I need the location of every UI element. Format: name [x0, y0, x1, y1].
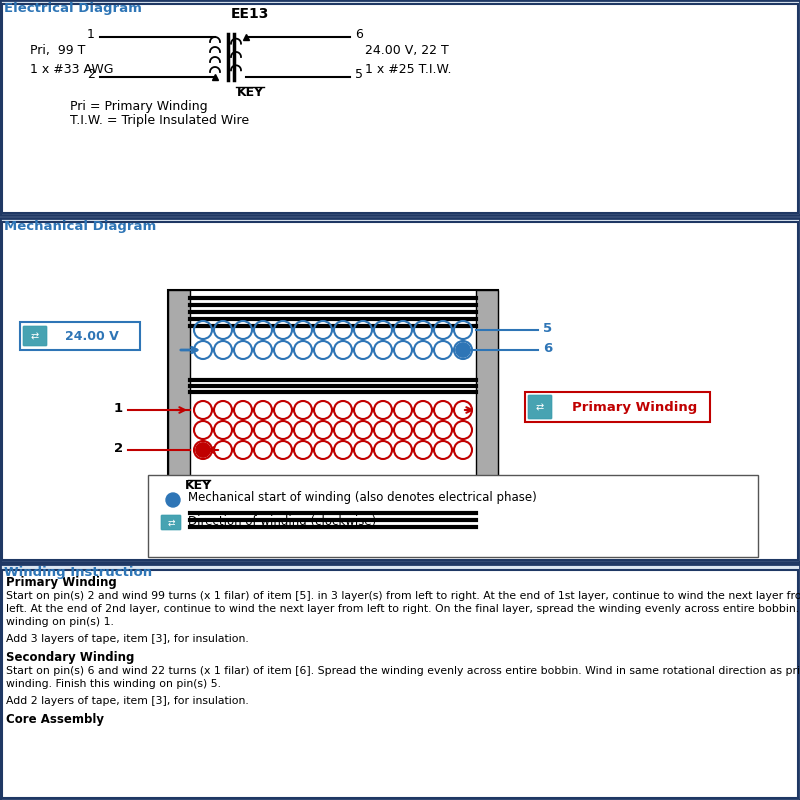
- FancyBboxPatch shape: [476, 290, 498, 535]
- Text: EE13: EE13: [231, 7, 269, 21]
- Text: ⇄: ⇄: [31, 331, 39, 341]
- Text: winding on pin(s) 1.: winding on pin(s) 1.: [6, 617, 114, 627]
- Circle shape: [166, 493, 180, 507]
- FancyBboxPatch shape: [161, 515, 181, 530]
- Text: 6: 6: [355, 29, 363, 42]
- FancyBboxPatch shape: [528, 395, 552, 419]
- Text: Add 2 layers of tape, item [3], for insulation.: Add 2 layers of tape, item [3], for insu…: [6, 696, 249, 706]
- FancyBboxPatch shape: [168, 290, 190, 535]
- Text: left. At the end of 2nd layer, continue to wind the next layer from left to righ: left. At the end of 2nd layer, continue …: [6, 604, 800, 614]
- Text: Winding Instruction: Winding Instruction: [4, 566, 152, 579]
- Text: 2: 2: [87, 69, 95, 82]
- FancyBboxPatch shape: [23, 326, 47, 346]
- Text: 6: 6: [543, 342, 552, 354]
- Text: Mechanical Diagram: Mechanical Diagram: [4, 220, 156, 233]
- Text: Start on pin(s) 6 and wind 22 turns (x 1 filar) of item [6]. Spread the winding : Start on pin(s) 6 and wind 22 turns (x 1…: [6, 666, 800, 676]
- Text: Primary Winding: Primary Winding: [6, 576, 117, 589]
- Text: T.I.W. = Triple Insulated Wire: T.I.W. = Triple Insulated Wire: [70, 114, 249, 127]
- Text: Secondary Winding: Secondary Winding: [6, 651, 134, 664]
- Text: Mechanical start of winding (also denotes electrical phase): Mechanical start of winding (also denote…: [188, 490, 537, 503]
- Text: KEY: KEY: [185, 479, 211, 492]
- Text: ⇄: ⇄: [536, 402, 544, 412]
- FancyBboxPatch shape: [2, 570, 798, 798]
- FancyBboxPatch shape: [0, 564, 800, 800]
- FancyBboxPatch shape: [0, 0, 800, 215]
- Text: Core Assembly: Core Assembly: [6, 713, 104, 726]
- Text: KEY: KEY: [237, 86, 263, 99]
- FancyBboxPatch shape: [20, 322, 140, 350]
- Text: 5: 5: [355, 69, 363, 82]
- Text: Add 3 layers of tape, item [3], for insulation.: Add 3 layers of tape, item [3], for insu…: [6, 634, 249, 644]
- FancyBboxPatch shape: [148, 475, 758, 557]
- FancyBboxPatch shape: [168, 290, 498, 535]
- Circle shape: [196, 442, 210, 457]
- FancyBboxPatch shape: [0, 218, 800, 562]
- Text: Pri,  99 T
1 x #33 AWG: Pri, 99 T 1 x #33 AWG: [30, 44, 114, 76]
- Text: Primary Winding: Primary Winding: [572, 401, 698, 414]
- Text: winding. Finish this winding on pin(s) 5.: winding. Finish this winding on pin(s) 5…: [6, 679, 221, 689]
- FancyBboxPatch shape: [2, 222, 798, 560]
- Text: 24.00 V, 22 T
1 x #25 T.I.W.: 24.00 V, 22 T 1 x #25 T.I.W.: [365, 44, 451, 76]
- Circle shape: [456, 342, 470, 357]
- Text: 24.00 V: 24.00 V: [65, 330, 119, 342]
- Text: Electrical Diagram: Electrical Diagram: [4, 2, 142, 15]
- Text: ⇄: ⇄: [167, 518, 174, 527]
- Text: 1: 1: [114, 402, 123, 414]
- FancyBboxPatch shape: [525, 392, 710, 422]
- FancyBboxPatch shape: [2, 4, 798, 213]
- Text: Start on pin(s) 2 and wind 99 turns (x 1 filar) of item [5]. in 3 layer(s) from : Start on pin(s) 2 and wind 99 turns (x 1…: [6, 591, 800, 601]
- Text: 2: 2: [114, 442, 123, 454]
- Text: Pri = Primary Winding: Pri = Primary Winding: [70, 100, 208, 113]
- Text: Direction of winding (clockwise): Direction of winding (clockwise): [188, 514, 376, 527]
- Text: 1: 1: [87, 29, 95, 42]
- Text: 5: 5: [543, 322, 552, 334]
